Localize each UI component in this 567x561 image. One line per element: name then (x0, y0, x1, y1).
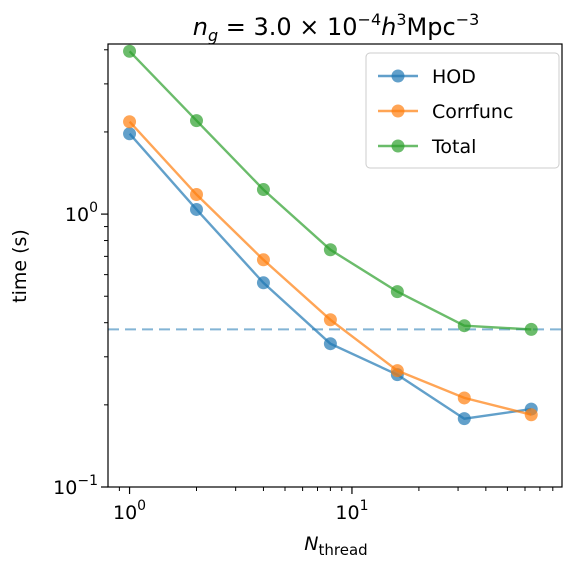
y-tick-label: 100 (65, 200, 98, 226)
svg-text:ng = 3.0 × 10−4h3Mpc−3: ng = 3.0 × 10−4h3Mpc−3 (193, 10, 480, 45)
x-tick-label: 100 (113, 498, 146, 524)
legend-item: Corrfunc (378, 101, 513, 123)
data-point-corrfunc (256, 253, 270, 267)
data-point-hod (190, 202, 204, 216)
data-point-hod (256, 276, 270, 290)
legend-box (365, 52, 560, 169)
data-point-hod (123, 127, 137, 141)
x-axis-label: Nthread (304, 533, 367, 559)
y-tick-label: 10−1 (53, 473, 98, 499)
title-unit: Mpc (407, 13, 456, 41)
x-tick-label: 101 (335, 498, 368, 524)
title-h: h (381, 13, 396, 41)
title-mid: = 3.0 × 10 (218, 13, 357, 41)
data-point-hod (457, 412, 471, 426)
svg-text:Nthread: Nthread (304, 533, 367, 559)
legend-label: Corrfunc (432, 101, 513, 123)
title-exponent: −4 (358, 10, 382, 29)
data-point-corrfunc (524, 408, 538, 422)
data-point-corrfunc (390, 364, 404, 378)
legend-label: HOD (432, 66, 476, 88)
data-point-total (256, 183, 270, 197)
data-point-hod (323, 337, 337, 351)
legend-item: Total (378, 136, 476, 158)
plot-title: ng = 3.0 × 10−4h3Mpc−3 (193, 10, 480, 45)
title-n: n (193, 13, 208, 41)
x-axis-label-sub: thread (319, 541, 368, 559)
data-point-corrfunc (190, 187, 204, 201)
series-corrfunc (123, 115, 538, 422)
data-point-total (524, 322, 538, 336)
title-n-subscript: g (208, 26, 218, 45)
data-point-corrfunc (457, 391, 471, 405)
title-h-exponent: 3 (396, 10, 406, 29)
legend: HOD Corrfunc Total (365, 52, 560, 169)
data-point-corrfunc (123, 115, 137, 129)
data-point-total (390, 285, 404, 299)
legend-swatch-marker (391, 139, 405, 153)
legend-swatch-marker (391, 69, 405, 83)
data-point-total (323, 243, 337, 257)
data-point-total (190, 114, 204, 128)
data-point-total (457, 319, 471, 333)
title-unit-exponent: −3 (456, 10, 480, 29)
legend-label: Total (431, 136, 476, 158)
series-total (123, 44, 538, 336)
series-line-hod (128, 132, 532, 420)
legend-item: HOD (378, 66, 476, 88)
x-axis-label-main: N (304, 533, 318, 555)
data-point-total (123, 44, 137, 58)
plot-frame (107, 43, 563, 488)
data-point-corrfunc (323, 313, 337, 327)
legend-swatch-marker (391, 104, 405, 118)
y-axis-label: time (s) (9, 229, 31, 303)
series-hod (123, 127, 538, 426)
